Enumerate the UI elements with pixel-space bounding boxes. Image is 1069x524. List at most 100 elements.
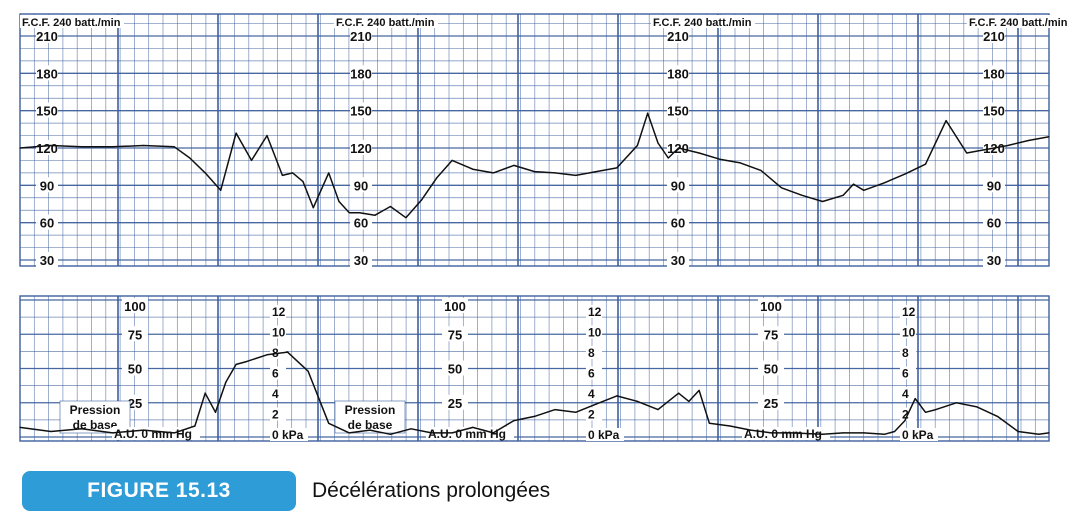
fhr-line-point <box>904 173 906 175</box>
tick-bg <box>350 140 372 155</box>
unit-label: A.U. 0 mm Hg <box>744 427 822 441</box>
tick-bg <box>442 326 468 342</box>
uc-line-point <box>904 420 906 422</box>
tick-bg <box>36 140 58 155</box>
uc-line-point <box>513 420 515 422</box>
tick-bg <box>36 102 58 118</box>
tick-bg <box>270 428 308 441</box>
note-bg <box>334 400 406 434</box>
tick-bg <box>900 366 916 380</box>
tick-bg <box>667 65 689 81</box>
uc-grid <box>19 295 1050 442</box>
fhr-line-point <box>142 144 145 147</box>
tick-bg <box>36 65 58 81</box>
uc-tick-label: 100 <box>124 299 146 314</box>
tick-bg <box>667 28 689 43</box>
tick-bg <box>586 387 602 400</box>
fhr-tick-label: 90 <box>40 178 54 193</box>
uc-line-point <box>678 392 680 394</box>
fhr-line-point <box>883 182 886 184</box>
uc-line-point <box>142 429 145 431</box>
fhr-line-point <box>266 135 268 137</box>
fhr-line-point <box>250 159 253 161</box>
fhr-line-point <box>328 172 330 174</box>
fhr-line-point <box>575 174 577 176</box>
uc-line-point <box>729 425 731 427</box>
uc-panel-labels: 100 75 50 25 <box>122 298 148 411</box>
tick-bg <box>36 28 58 43</box>
baseline-label-1: Pression <box>345 403 396 417</box>
tick-bg <box>900 325 916 339</box>
uc-line-point <box>770 432 772 434</box>
uc-line-point <box>410 428 412 430</box>
tick-bg <box>900 428 938 441</box>
header-bg <box>967 15 1069 28</box>
fhr-line-point <box>513 164 515 166</box>
uc-tick-label: 100 <box>444 299 466 314</box>
tick-bg <box>350 177 372 193</box>
uc-line-point <box>688 400 690 402</box>
uc-line-point <box>657 409 659 411</box>
tick-bg <box>983 102 1005 118</box>
uc-line-point <box>996 415 999 417</box>
fhr-line-point <box>436 177 438 179</box>
ctg-trace: F.C.F. 240 batt./min210180150120906030F.… <box>19 13 1069 442</box>
fhr-tick-label: 150 <box>667 104 689 119</box>
tick-bg <box>667 177 689 193</box>
fhr-line-point <box>81 146 83 148</box>
uc-line-point <box>50 430 52 433</box>
uc-line-point <box>791 432 793 434</box>
header-bg <box>334 15 438 28</box>
trace-lines <box>19 112 1050 436</box>
fhr-tick-label: 180 <box>350 66 372 81</box>
fhr-tick-label: 60 <box>40 216 54 231</box>
fhr-tick-label: 60 <box>671 216 685 231</box>
uc-tick-label: 25 <box>448 396 462 411</box>
tick-bg <box>270 305 286 318</box>
kpa-tick-label: 8 <box>588 346 595 360</box>
tick-bg <box>270 366 286 380</box>
tick-bg <box>350 102 372 118</box>
uc-line-point <box>616 395 618 397</box>
kpa-tick-label: 12 <box>902 305 916 319</box>
fhr-line-point <box>112 146 114 148</box>
tick-bg <box>758 326 784 342</box>
uc-tick-label: 75 <box>448 327 462 342</box>
fhr-line-point <box>312 207 314 209</box>
fhr-line-point <box>719 158 721 160</box>
tick-bg <box>122 326 148 342</box>
uc-line-point <box>636 400 639 402</box>
fhr-tick-label: 180 <box>983 66 1005 81</box>
uc-line-point <box>924 411 927 413</box>
tick-bg <box>667 214 689 230</box>
uc-line-point <box>554 409 556 411</box>
fhr-line-point <box>302 181 304 183</box>
tick-bg <box>350 28 372 43</box>
kpa-tick-label: 10 <box>902 326 916 340</box>
tick-bg <box>122 360 148 376</box>
fhr-tick-label: 30 <box>987 253 1001 268</box>
kpa-tick-label: 10 <box>588 326 602 340</box>
uc-line-point <box>842 432 844 434</box>
fhr-tick-label: 60 <box>987 216 1001 231</box>
uc-line-point <box>173 432 175 434</box>
fhr-line-point <box>657 142 659 144</box>
uc-line-point <box>533 415 536 417</box>
fhr-line-point <box>667 157 669 159</box>
uc-line-point <box>708 422 711 424</box>
uc-tick-label: 100 <box>760 299 782 314</box>
kpa-tick-label: 2 <box>588 408 595 422</box>
uc-line-point <box>894 430 896 433</box>
uc-line-point <box>431 432 433 434</box>
uc-line-point <box>112 432 114 434</box>
fhr-line-point <box>780 187 783 189</box>
fhr-tick-label: 120 <box>36 141 58 156</box>
tick-bg <box>586 407 602 421</box>
tick-bg <box>36 252 58 267</box>
fhr-line-point <box>760 169 762 171</box>
tick-bg <box>667 252 689 267</box>
fhr-grid <box>19 13 1050 267</box>
fhr-line-point <box>472 168 474 170</box>
